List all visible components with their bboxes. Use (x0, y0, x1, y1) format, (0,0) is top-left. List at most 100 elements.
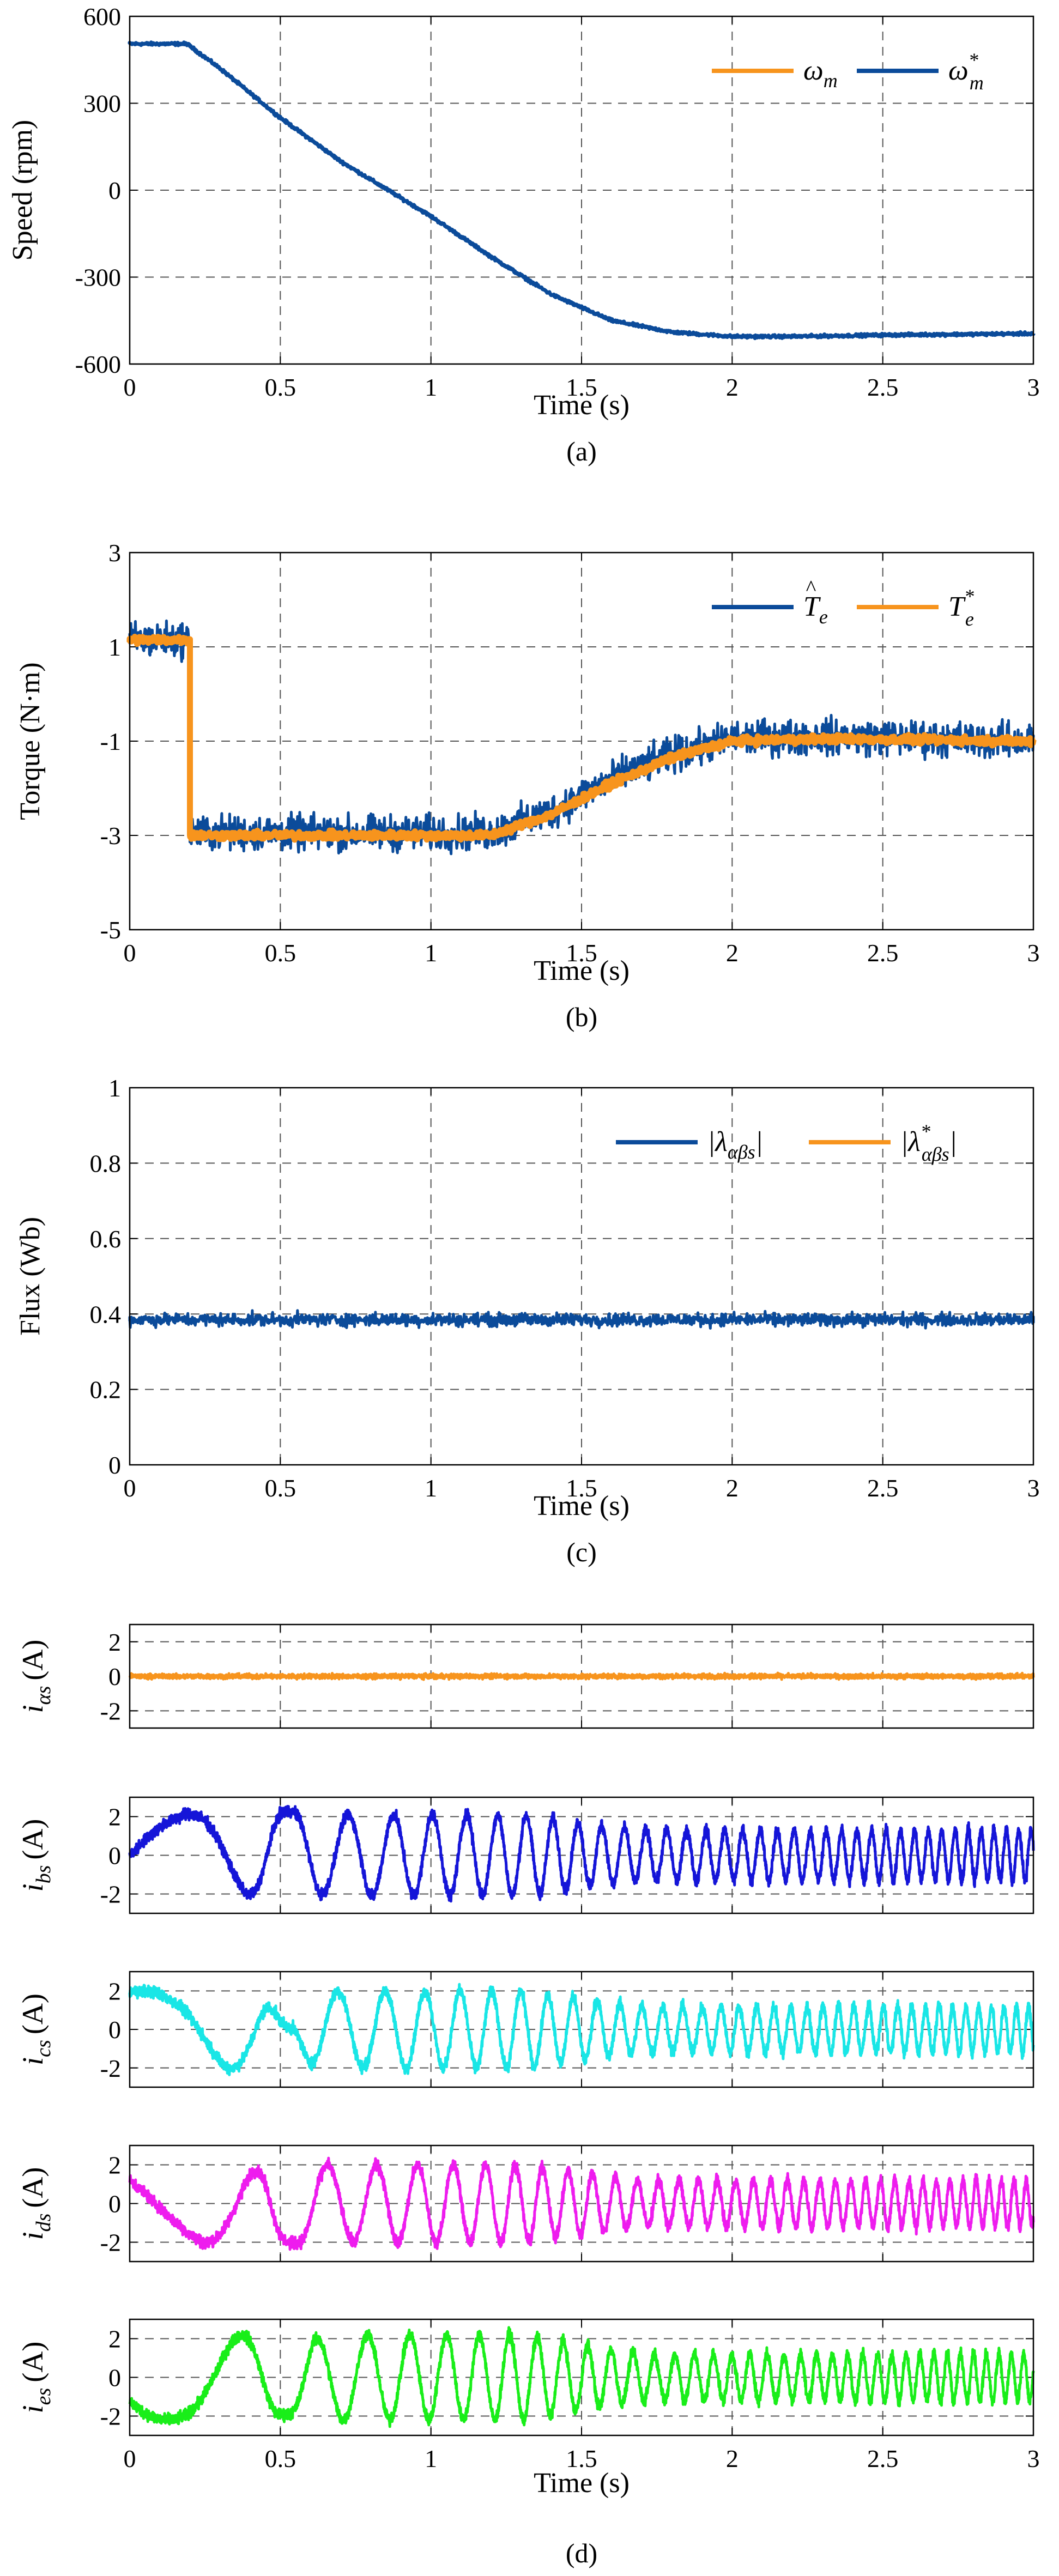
current-waveform-αs (128, 1671, 1035, 1681)
x-tick-label: 1 (425, 939, 437, 967)
x-axis-label: Time (s) (534, 955, 630, 986)
y-tick-label: -5 (100, 916, 121, 944)
axes-2: 0 0.5 1 1.5 2 2.5 3 0 0.2 0.4 0.6 0.8 1 (90, 1074, 1040, 1502)
y-tick-label: 2 (108, 2151, 121, 2179)
y-tick-label: -2 (100, 1697, 121, 1725)
y-tick-label: -3 (100, 822, 121, 850)
y-tick-label: -2 (100, 2054, 121, 2082)
x-tick-label: 0.5 (265, 939, 296, 967)
axes-frame (129, 1623, 1034, 1729)
series-line-2-0 (128, 1309, 1035, 1330)
x-tick-label: 1.5 (566, 939, 597, 967)
axes-3: -2 0 2 (100, 2145, 1034, 2262)
legend-label: ωm (803, 55, 838, 92)
current-waveform-ds (128, 2156, 1035, 2251)
y-tick-label: 2 (108, 1977, 121, 2005)
panel-caption: (d) (566, 2538, 597, 2568)
y-tick-label: 0.4 (90, 1300, 122, 1328)
x-tick-label: 2 (726, 939, 739, 967)
axes-0: 0 0.5 1 1.5 2 2.5 3 -600 -300 0 300 600 (75, 3, 1040, 401)
y-tick-label: 0.2 (90, 1376, 122, 1404)
axes-frame (129, 2144, 1034, 2263)
y-tick-label: 0 (108, 1451, 121, 1479)
y-tick-label: 1 (108, 633, 121, 661)
y-axis-label: ibs(A) (16, 1819, 55, 1892)
current-waveform-cs (128, 1983, 1035, 2076)
panel-caption: (c) (566, 1537, 597, 1567)
y-tick-label: 300 (83, 90, 121, 118)
legend-label: ω* m (948, 49, 984, 94)
legend-hat: ^ (806, 575, 816, 600)
x-tick-label: 1 (425, 2445, 437, 2472)
x-tick-label: 0.5 (265, 2445, 296, 2472)
y-axis-label: iαs(A) (16, 1640, 55, 1713)
legend-label: Te (803, 591, 828, 628)
legend-2: |λαβs| |λ* αβs| (616, 1120, 957, 1165)
y-tick-label: -300 (75, 264, 121, 292)
x-tick-label: 1 (425, 1474, 437, 1502)
panel-caption: (b) (566, 1002, 597, 1032)
y-tick-label: 0 (108, 2190, 121, 2218)
x-tick-label: 0 (124, 373, 136, 401)
x-tick-label: 3 (1027, 373, 1040, 401)
axes-frame (129, 551, 1034, 931)
y-tick-label: 1 (108, 1074, 121, 1102)
x-tick-label: 3 (1027, 939, 1040, 967)
y-tick-label: 2 (108, 1803, 121, 1831)
x-tick-label: 0 (124, 2445, 136, 2472)
x-tick-label: 2.5 (867, 939, 899, 967)
axes-3: 0 0.5 1 1.5 2 2.5 3-202 (100, 2319, 1040, 2472)
x-tick-label: 2.5 (867, 373, 899, 401)
y-tick-label: 0 (108, 1842, 121, 1870)
y-axis-label: Torque (N·m) (15, 662, 46, 820)
x-tick-label: 1.5 (566, 2445, 597, 2472)
y-tick-label: -2 (100, 1881, 121, 1908)
x-tick-label: 2.5 (867, 1474, 899, 1502)
y-axis-label: ids(A) (16, 2167, 55, 2240)
x-tick-label: 2 (726, 1474, 739, 1502)
y-tick-label: 2 (108, 1628, 121, 1656)
x-tick-label: 0.5 (265, 373, 296, 401)
x-axis-label: Time (s) (534, 390, 630, 421)
y-tick-label: 600 (83, 3, 121, 31)
legend-label: |λ* αβs| (900, 1120, 957, 1165)
x-tick-label: 2.5 (867, 2445, 899, 2472)
y-tick-label: 3 (108, 539, 121, 567)
y-tick-label: 0.6 (90, 1225, 122, 1253)
x-tick-label: 1.5 (566, 1474, 597, 1502)
y-axis-label: ies(A) (16, 2342, 55, 2414)
legend-label: T* e (948, 585, 974, 630)
panel-caption: (a) (566, 436, 597, 466)
axes-frame (129, 1971, 1034, 2088)
y-tick-label: 0 (108, 2364, 121, 2392)
y-tick-label: 0 (108, 1663, 121, 1690)
x-tick-label: 2 (726, 373, 739, 401)
x-tick-label: 0 (124, 939, 136, 967)
y-axis-label: ics(A) (16, 1993, 55, 2065)
y-tick-label: 0 (108, 177, 121, 204)
y-axis-label: Flux (Wb) (15, 1217, 46, 1336)
y-tick-label: -600 (75, 350, 121, 378)
legend-1: Te^ T* e (712, 575, 974, 630)
x-axis-label: Time (s) (534, 1490, 630, 1522)
x-tick-label: 1 (425, 373, 437, 401)
y-tick-label: -2 (100, 2229, 121, 2257)
legend-label: |λαβs| (707, 1126, 763, 1163)
y-tick-label: -2 (100, 2403, 121, 2430)
x-tick-label: 3 (1027, 1474, 1040, 1502)
y-tick-label: 0.8 (90, 1150, 122, 1178)
axes-frame (129, 2318, 1034, 2436)
y-tick-label: 0 (108, 2016, 121, 2044)
x-axis-label: Time (s) (534, 2468, 630, 2499)
axes-frame (129, 1087, 1034, 1466)
x-tick-label: 0 (124, 1474, 136, 1502)
y-tick-label: 2 (108, 2325, 121, 2353)
x-tick-label: 0.5 (265, 1474, 296, 1502)
x-tick-label: 1.5 (566, 373, 597, 401)
y-axis-label: Speed (rpm) (7, 120, 38, 260)
current-waveform-es (128, 2326, 1035, 2428)
axes-frame (129, 1796, 1034, 1914)
current-waveform-bs (128, 1805, 1035, 1903)
series-line-0-1 (128, 40, 1036, 341)
